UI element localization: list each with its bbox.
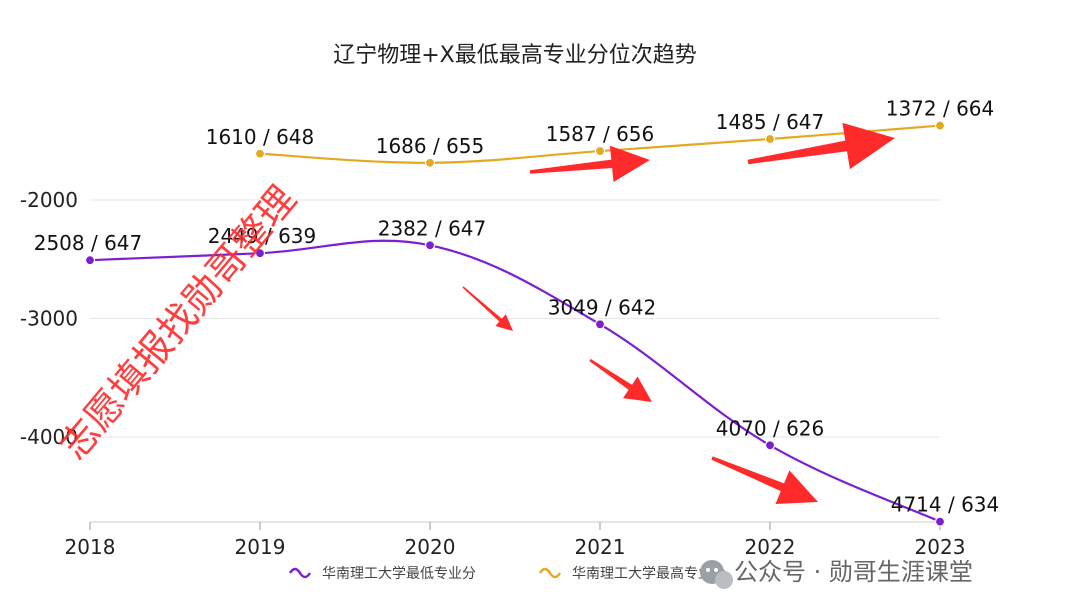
data-point (594, 145, 606, 157)
watermark: 志愿填报找勋哥整理 (51, 178, 305, 468)
y-axis-ticks: -2000 -3000 -4000 (20, 188, 78, 449)
legend-label: 华南理工大学最低专业分 (322, 566, 476, 582)
data-label: 4714 / 634 (891, 493, 1000, 517)
data-point (424, 240, 436, 251)
series-line-0 (89, 239, 941, 523)
x-tick-label: 2018 (65, 535, 116, 559)
legend-label: 华南理工大学最高专业分 (572, 565, 726, 582)
data-point (764, 440, 776, 451)
data-label: 1587 / 656 (546, 122, 655, 146)
y-tick-label: -2000 (20, 188, 78, 212)
trend-arrows (462, 122, 895, 505)
wechat-footer: 公众号 · 勋哥生涯课堂 (700, 558, 973, 589)
series-layer: 2508 / 647 2449 / 639 2382 / 647 3049 / 642… (34, 97, 1000, 527)
data-point (254, 248, 266, 259)
trend-arrow (747, 122, 895, 170)
wechat-account-text: 公众号 · 勋哥生涯课堂 (734, 558, 973, 586)
y-tick-label: -3000 (20, 307, 78, 331)
data-label: 2382 / 647 (378, 216, 487, 240)
legend-swatch (288, 567, 312, 579)
data-label: 1610 / 648 (206, 125, 315, 149)
legend-swatch (538, 567, 562, 579)
x-tick-label: 2020 (405, 535, 456, 559)
data-label: 1686 / 655 (376, 134, 485, 158)
data-point (594, 319, 606, 330)
x-tick-label: 2023 (915, 535, 966, 559)
x-tick-label: 2019 (235, 535, 286, 559)
trend-arrow (462, 286, 513, 331)
x-tick-label: 2021 (575, 535, 626, 559)
x-axis-ticks: 2018 2019 2020 2021 2022 2023 (65, 522, 966, 559)
trend-arrow (711, 456, 818, 505)
data-point (934, 516, 946, 527)
data-point (254, 148, 266, 159)
y-tick-label: -4000 (20, 425, 78, 449)
data-point (934, 120, 946, 131)
data-label: 1372 / 664 (886, 97, 995, 121)
data-point (424, 157, 436, 168)
watermark-text: 志愿填报找勋哥整理 (51, 178, 305, 468)
data-label: 1485 / 647 (716, 110, 825, 134)
trend-arrow (529, 145, 650, 182)
data-label: 4070 / 626 (716, 416, 825, 440)
legend: 华南理工大学最低专业分 华南理工大学最高专业分 (288, 565, 726, 582)
data-label: 2449 / 639 (208, 224, 317, 248)
gridlines (90, 199, 940, 523)
chart-title: 辽宁物理+X最低最高专业分位次趋势 (333, 43, 697, 68)
data-label: 2508 / 647 (34, 231, 143, 255)
data-label: 3049 / 642 (548, 295, 657, 319)
x-tick-label: 2022 (745, 535, 796, 559)
wechat-icon (700, 560, 733, 589)
data-point (764, 133, 776, 145)
trend-arrow (589, 358, 652, 402)
data-point (84, 255, 96, 266)
